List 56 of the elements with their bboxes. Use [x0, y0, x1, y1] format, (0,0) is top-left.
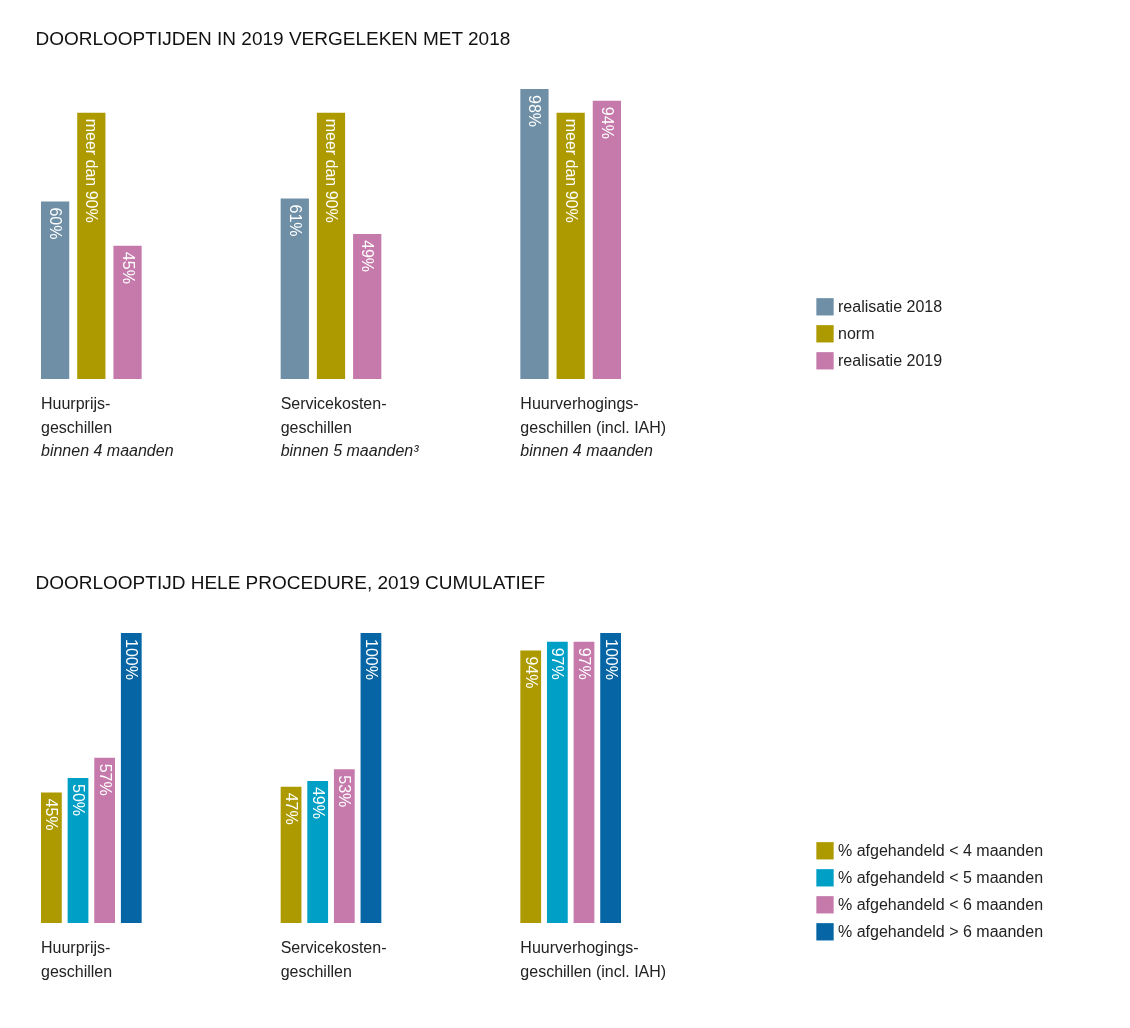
data-label: 53%: [336, 775, 354, 808]
data-label: 49%: [359, 240, 377, 273]
data-label: 45%: [119, 251, 137, 284]
bar: [94, 757, 116, 923]
data-label: 50%: [70, 784, 88, 817]
data-label: 100%: [362, 639, 380, 680]
legend-label: realisatie 2018: [838, 297, 943, 315]
bar: [573, 641, 595, 923]
legend-label: % afgehandeld < 6 maanden: [838, 895, 1044, 913]
x-tick-label: Huurprijs-geschillen: [41, 938, 113, 980]
bar: [360, 633, 382, 923]
bar: [280, 198, 309, 379]
data-label: 97%: [549, 647, 567, 680]
bar: [520, 650, 542, 923]
bar: [307, 780, 329, 923]
data-label: 45%: [43, 798, 61, 831]
data-label: 98%: [526, 95, 544, 128]
bar: [556, 112, 585, 379]
data-label: meer dan 90%: [562, 118, 580, 223]
bar: [592, 100, 621, 379]
bar: [41, 792, 62, 923]
text: binnen 4 maanden: [41, 442, 174, 459]
data-label: 97%: [575, 647, 593, 680]
bar: [546, 641, 568, 923]
legend-label: realisatie 2019: [838, 351, 943, 369]
chart-title: DOORLOOPTIJD HELE PROCEDURE, 2019 CUMULATIEF: [35, 572, 546, 593]
bar: [41, 201, 70, 379]
data-label: 60%: [47, 207, 65, 240]
data-label: meer dan 90%: [323, 118, 340, 223]
bar: [333, 769, 355, 923]
data-label: 49%: [309, 786, 327, 819]
data-label: 100%: [123, 639, 141, 680]
bar: [600, 633, 621, 923]
data-label: 57%: [96, 763, 114, 796]
x-tick-label: Huurverhogings-geschillen (incl. IAH): [520, 938, 667, 980]
bar: [353, 234, 382, 379]
chart-title: DOORLOOPTIJDEN IN 2019 VERGELEKEN MET 2018: [35, 28, 511, 49]
data-label: 47%: [283, 792, 301, 825]
x-tick-label: Servicekosten-geschillen: [280, 938, 387, 980]
data-label: 94%: [522, 656, 540, 689]
data-label: 61%: [286, 204, 304, 237]
data-label: meer dan 90%: [83, 118, 101, 223]
bar: [316, 112, 346, 379]
legend-label: norm: [838, 324, 875, 342]
bar: [520, 89, 549, 379]
data-label: 100%: [602, 639, 620, 680]
legend-label: % afgehandeld > 6 maanden: [838, 922, 1044, 940]
text: binnen 5 maanden³: [280, 442, 420, 459]
data-label: 94%: [598, 106, 616, 139]
x-tick-label: Huurverhogings-geschillen (incl. IAH): [520, 394, 667, 436]
text: binnen 4 maanden: [520, 442, 653, 459]
legend-label: % afgehandeld < 5 maanden: [838, 868, 1044, 886]
bar: [77, 112, 106, 379]
legend-label: % afgehandeld < 4 maanden: [838, 841, 1044, 859]
bar: [120, 633, 142, 923]
bar: [113, 245, 142, 379]
